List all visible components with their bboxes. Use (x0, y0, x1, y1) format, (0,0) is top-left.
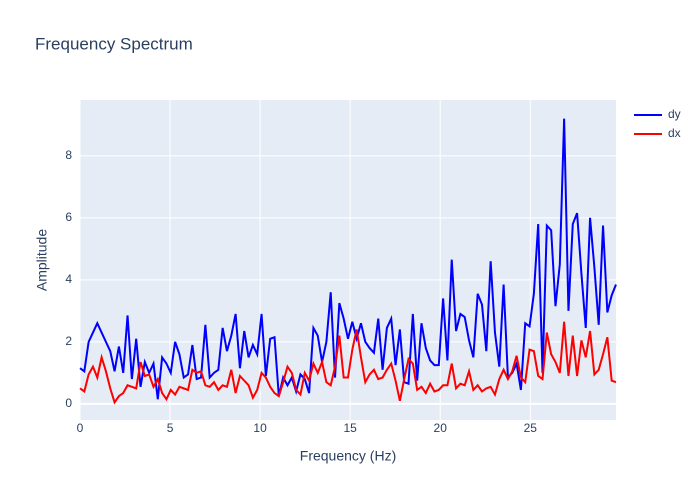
data-line (79, 321, 617, 405)
x-tick-label: 25 (524, 421, 538, 435)
y-tick-label: 2 (65, 334, 72, 348)
y-tick-label: 4 (65, 272, 72, 286)
x-tick-label: 0 (77, 421, 84, 435)
y-axis-title: Amplitude (34, 229, 50, 291)
y-tick-label: 8 (65, 148, 72, 162)
data-line (79, 118, 617, 400)
x-tick-label: 10 (253, 421, 267, 435)
y-tick-label: 6 (65, 210, 72, 224)
x-tick-label: 5 (167, 421, 174, 435)
chart-title: Frequency Spectrum (35, 34, 193, 53)
x-tick-label: 15 (343, 421, 357, 435)
x-tick-label: 20 (434, 421, 448, 435)
legend-label: dx (668, 126, 681, 140)
y-tick-label: 0 (65, 396, 72, 410)
x-axis-title: Frequency (Hz) (300, 448, 396, 464)
legend-label: dy (668, 107, 681, 121)
